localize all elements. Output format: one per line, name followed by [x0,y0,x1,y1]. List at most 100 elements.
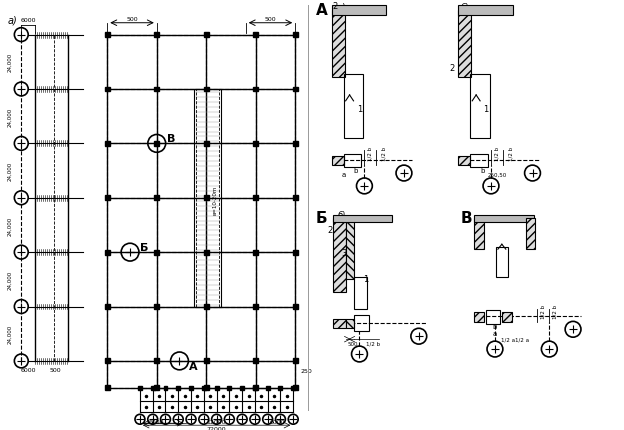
Bar [486,311,500,325]
Text: 500: 500 [126,17,138,22]
Text: А: А [189,361,198,371]
Text: 24,000: 24,000 [8,216,13,235]
Bar [253,141,258,147]
Bar [333,218,346,292]
Bar [333,215,392,223]
Bar [293,304,298,309]
Bar [344,75,363,139]
Bar [253,33,258,38]
Bar [203,250,208,255]
Bar [253,87,258,92]
Text: В: В [167,134,175,144]
Text: б): б) [338,210,346,219]
Text: 1/2 а: 1/2 а [515,337,529,342]
Bar [105,33,110,38]
Bar [459,157,470,166]
Text: 6000: 6000 [21,18,36,23]
Text: а: а [493,331,497,336]
Bar [154,196,159,201]
Bar [240,386,244,390]
Text: 2: 2 [332,3,338,12]
Bar [459,11,471,78]
Text: b: b [480,168,484,174]
Bar [253,304,258,309]
Text: 3: 3 [341,248,346,257]
Text: 6000: 6000 [149,419,165,424]
Text: 2: 2 [327,225,333,234]
Text: 6000: 6000 [21,368,36,372]
Bar [105,359,110,363]
Bar [291,386,295,390]
Bar [105,250,110,255]
Bar [203,141,208,147]
Text: 500: 500 [265,17,276,22]
Bar [203,359,208,363]
Text: В: В [461,210,472,225]
Text: b: b [353,168,358,174]
Bar [189,386,193,390]
Text: 500: 500 [49,368,61,372]
Bar [354,316,369,332]
Bar [203,385,208,390]
Bar [105,87,110,92]
Text: 250: 250 [300,369,312,373]
Bar [293,385,298,390]
Bar [333,319,346,329]
Bar [293,196,298,201]
Bar [346,319,354,329]
Text: 1/2 b: 1/2 b [366,341,381,346]
Bar [278,386,283,390]
Bar [253,359,258,363]
Bar [154,33,159,38]
Bar [346,218,354,279]
Bar [474,215,534,223]
Bar [203,196,208,201]
Bar [293,87,298,92]
Text: Б: Б [140,243,149,252]
Bar [138,386,142,390]
Bar [253,250,258,255]
Text: 12000: 12000 [207,419,226,424]
Bar [154,87,159,92]
Text: 24,000: 24,000 [8,162,13,181]
Text: 24,000: 24,000 [8,53,13,72]
Bar [332,6,386,16]
Bar [293,359,298,363]
Text: 1/2 b: 1/2 b [494,147,499,161]
Text: 24,000: 24,000 [8,108,13,126]
Text: а): а) [7,16,17,26]
Bar [177,386,180,390]
Text: 1/2 а: 1/2 а [500,337,515,342]
Bar [332,157,344,166]
Text: 1/2 b: 1/2 b [541,304,546,318]
Bar [253,385,258,390]
Text: 6000: 6000 [270,419,285,424]
Bar [293,250,298,255]
Bar [474,313,484,322]
Bar [194,90,221,307]
Text: 24,000: 24,000 [8,270,13,289]
Text: 24,000: 24,000 [8,324,13,344]
Bar [253,386,257,390]
Bar [266,386,270,390]
Text: в=10-20m: в=10-20m [213,186,218,215]
Text: 1/2 b: 1/2 b [553,304,558,318]
Bar [203,33,208,38]
Bar [105,304,110,309]
Bar [154,385,159,390]
Bar [203,87,208,92]
Bar [151,386,155,390]
Bar [154,141,159,147]
Bar [227,386,232,390]
Bar [459,6,513,16]
Bar [470,75,490,139]
Bar [525,218,535,249]
Text: 1/2 b: 1/2 b [368,147,373,161]
Text: А: А [316,3,328,18]
Text: b: b [493,323,497,329]
Text: 72000: 72000 [207,426,226,430]
Text: 2: 2 [450,64,455,73]
Text: 1: 1 [357,105,362,114]
Bar [496,248,508,277]
Text: Б: Б [316,210,328,225]
